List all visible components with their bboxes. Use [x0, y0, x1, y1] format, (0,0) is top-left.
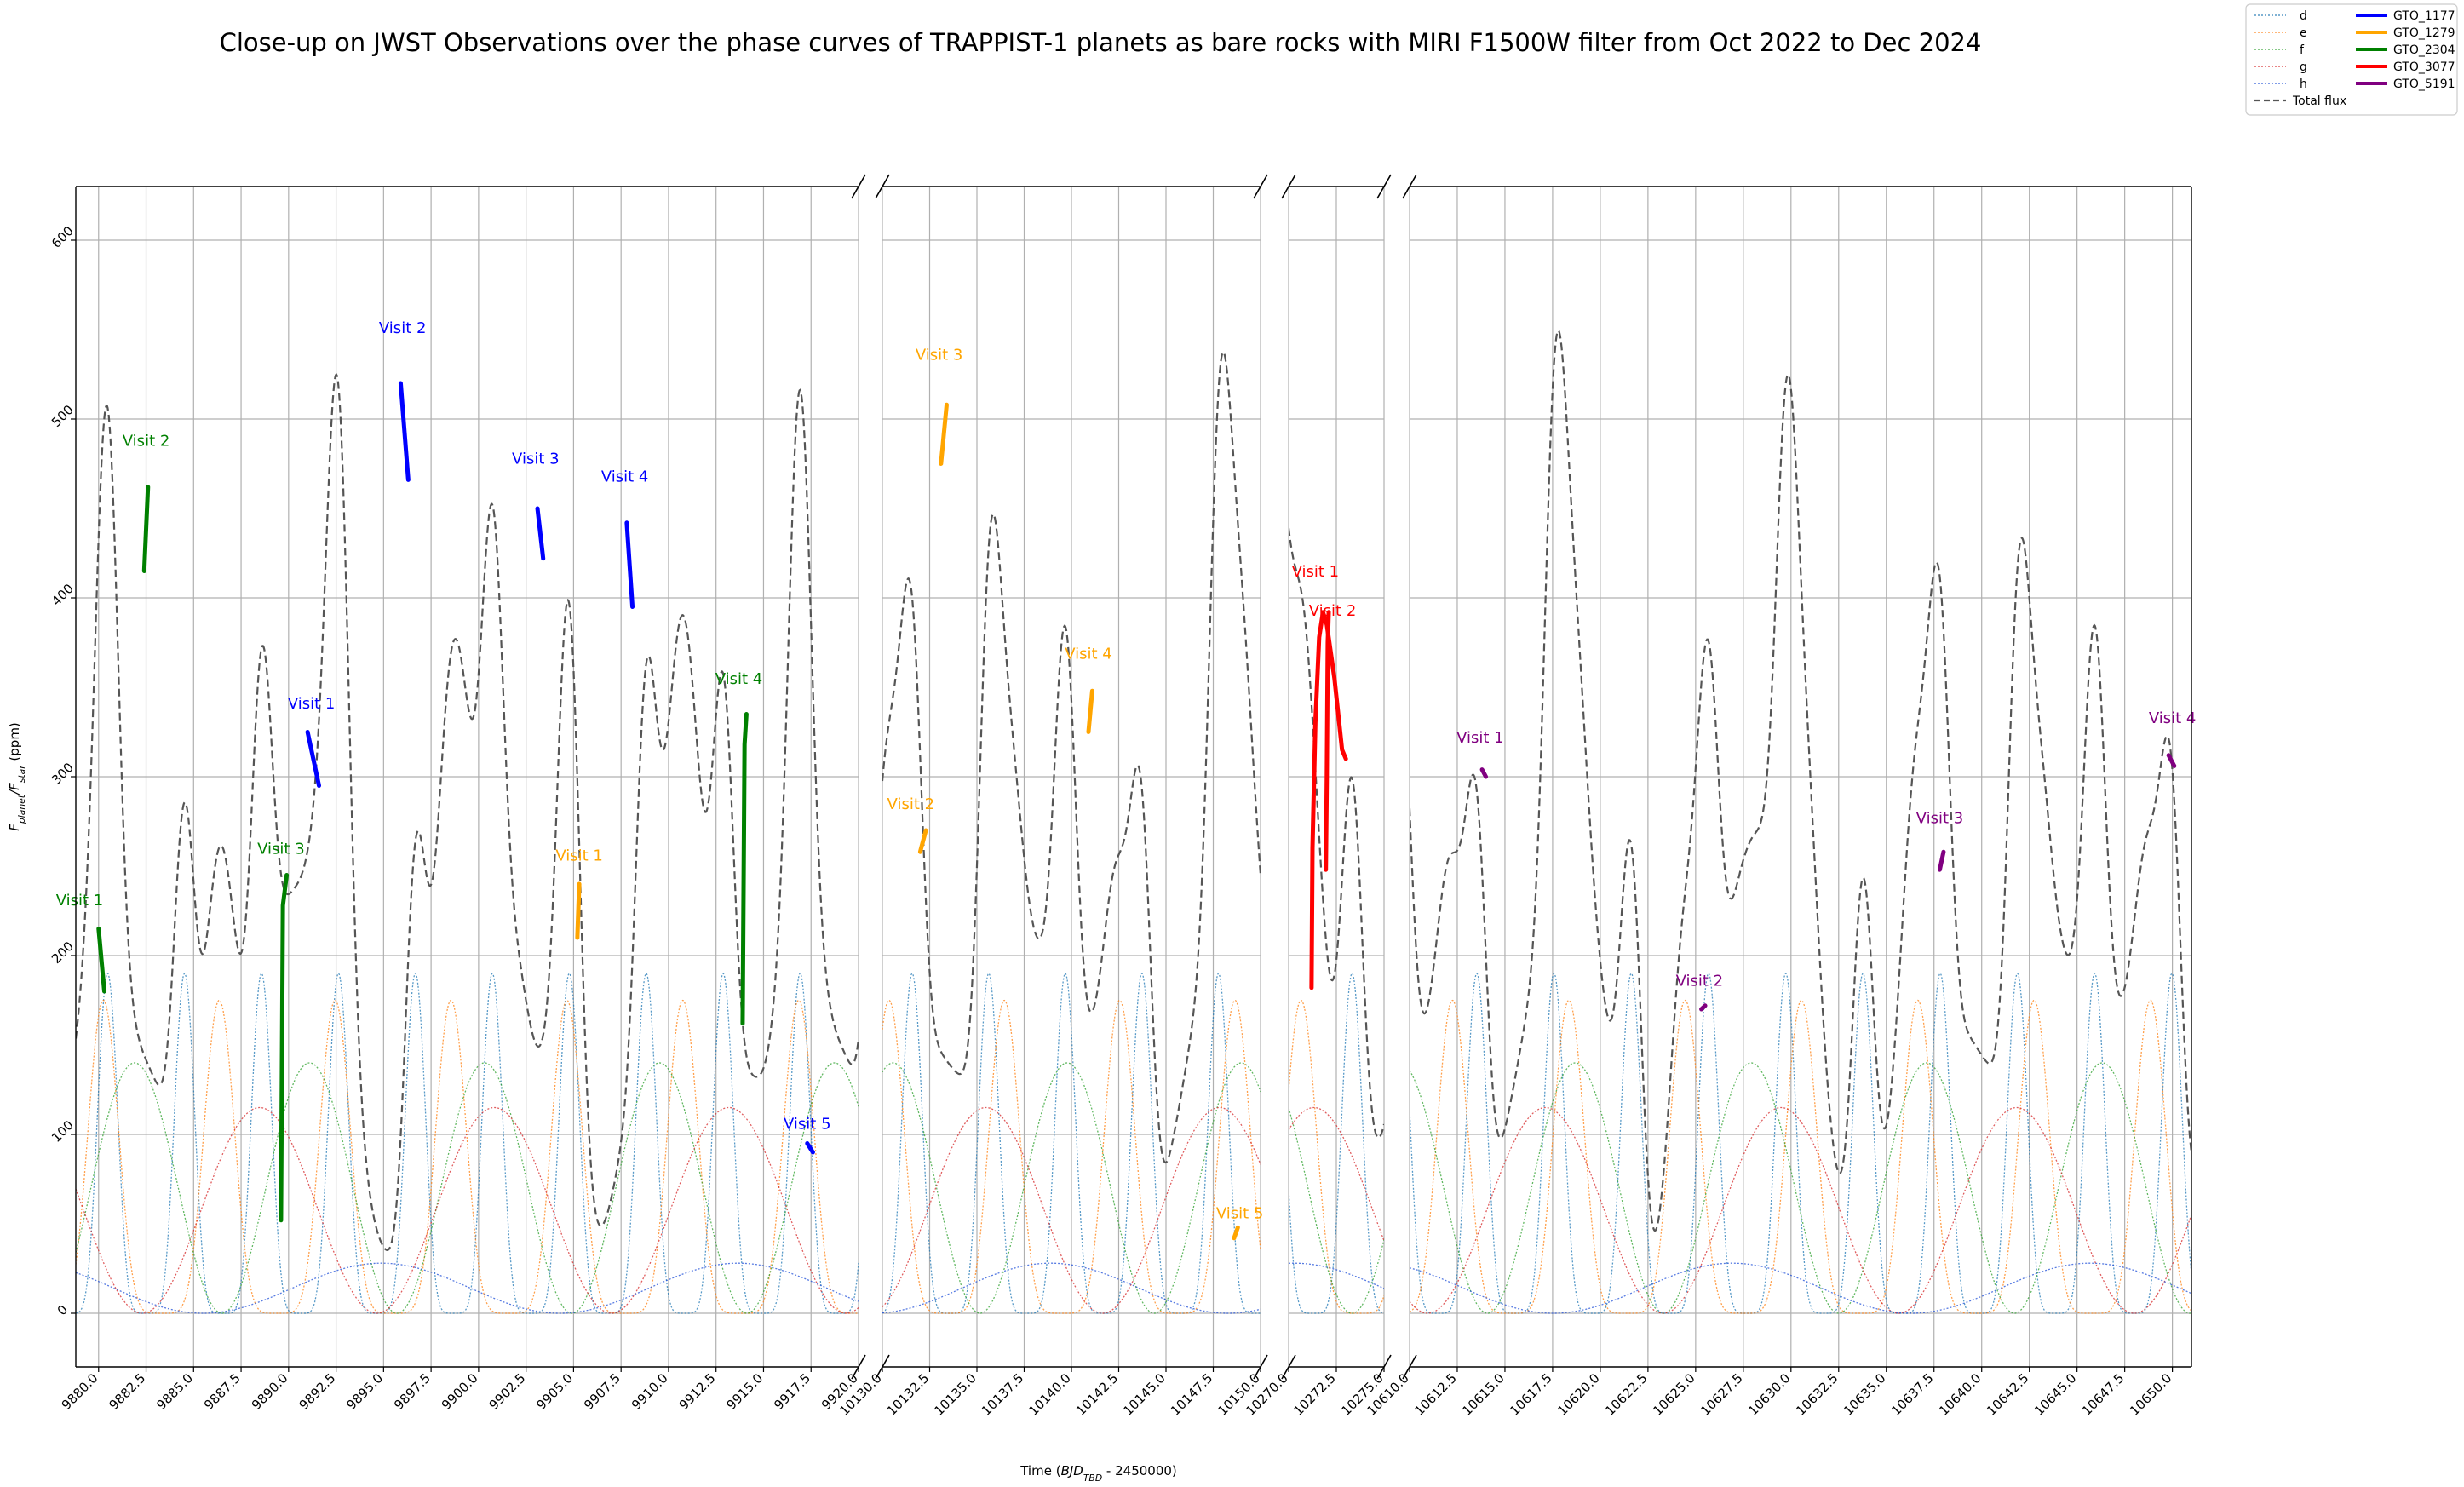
planet-f-curve: [1410, 1062, 2191, 1314]
visit-label: Visit 4: [1065, 645, 1112, 663]
total-flux-curve: [76, 373, 859, 1251]
visit-label: Visit 1: [288, 695, 336, 713]
planet-f-curve: [1289, 1107, 1384, 1314]
visit-label: Visit 1: [56, 892, 104, 910]
planet-d-curve: [1289, 973, 1384, 1314]
visit-label: Visit 5: [1216, 1205, 1264, 1223]
axis-break-mark: [851, 1354, 866, 1380]
x-axis-label-group: Time (BJDTBD​ - 2450000): [1019, 1463, 1177, 1484]
axis-break-mark: [1253, 174, 1268, 199]
planet-g-curve: [76, 1106, 859, 1314]
total-flux-curve: [1410, 329, 2191, 1232]
planet-d-curve: [1410, 973, 2191, 1314]
panel-curves: [76, 373, 859, 1314]
gto_1177-observation: [805, 1141, 815, 1155]
gto_1279-observation: [1086, 688, 1094, 734]
planet-g-curve: [1289, 1106, 1384, 1242]
legend-label-gto_1279: GTO_1279: [2393, 26, 2455, 40]
legend-label-gto_3077: GTO_3077: [2393, 60, 2455, 74]
legend-label-h: h: [2300, 78, 2307, 91]
y-axis-label: Fplanet​/Fstar​ (ppm): [7, 722, 27, 831]
legend-label-d: d: [2300, 9, 2307, 23]
axis-break-mark: [1402, 1354, 1417, 1380]
legend-label-total-flux: Total flux: [2292, 95, 2346, 108]
visit-label: Visit 1: [555, 847, 603, 865]
planet-g-curve: [1410, 1106, 2191, 1314]
visit-label: Visit 2: [1309, 602, 1357, 620]
legend-label-e: e: [2300, 26, 2307, 40]
visit-label: Visit 4: [601, 468, 649, 486]
planet-h-curve: [76, 1262, 859, 1314]
visit-label: Visit 4: [715, 670, 763, 688]
visit-label: Visit 2: [887, 795, 935, 813]
axis-break-mark: [1253, 1354, 1268, 1380]
planet-e-curve: [882, 999, 1261, 1314]
gto_2304-observation: [141, 485, 151, 573]
legend-label-gto_2304: GTO_2304: [2393, 43, 2455, 57]
axis-break-mark: [851, 174, 866, 199]
axis-break-mark: [1281, 1354, 1296, 1380]
planet-h-curve: [1410, 1262, 2191, 1314]
gto_2304-observation: [96, 927, 106, 994]
axis-break-mark: [1376, 1354, 1392, 1380]
y-axis-label-group: Fplanet​/Fstar​ (ppm): [7, 722, 27, 831]
visit-label: Visit 2: [379, 319, 427, 337]
planet-e-curve: [1410, 999, 2191, 1314]
planet-g-curve: [882, 1106, 1261, 1314]
axis-break-mark: [875, 174, 890, 199]
planet-f-curve: [76, 1062, 859, 1314]
visit-label: Visit 3: [512, 451, 560, 468]
axis-break-mark: [875, 1354, 890, 1380]
chart-title: Close-up on JWST Observations over the p…: [220, 28, 1982, 57]
visit-label: Visit 3: [916, 347, 963, 365]
panel-curves: [882, 351, 1261, 1314]
legend-frame: [2245, 3, 2458, 116]
visit-label: Visit 2: [123, 433, 170, 451]
legend-label-g: g: [2300, 60, 2307, 74]
planet-h-curve: [1289, 1262, 1384, 1289]
planet-f-curve: [882, 1062, 1261, 1314]
visit-label: Visit 5: [784, 1116, 831, 1134]
planet-e-curve: [1289, 999, 1384, 1314]
axis-break-mark: [1281, 174, 1296, 199]
planet-h-curve: [882, 1262, 1261, 1314]
panel-curves: [1410, 329, 2191, 1314]
gto_3077-observation: [1324, 610, 1331, 872]
visit-label: Visit 1: [1456, 729, 1504, 747]
panel-curves: [1289, 527, 1384, 1314]
gto_1279-observation: [1232, 1225, 1240, 1241]
planet-e-curve: [76, 999, 859, 1314]
total-flux-curve: [882, 351, 1261, 1164]
gto_3077-observation: [1309, 610, 1348, 990]
gto_1177-observation: [398, 381, 411, 482]
gto_5191-observation: [1937, 849, 1946, 872]
gto_1279-observation: [917, 828, 928, 854]
visit-label: Visit 1: [1292, 563, 1340, 581]
gto_5191-observation: [1479, 767, 1489, 779]
total-flux-curve: [1289, 527, 1384, 1140]
gto_5191-observation: [1699, 1003, 1708, 1012]
axis-break-mark: [1376, 174, 1392, 199]
visit-label: Visit 2: [1676, 973, 1724, 990]
axis-break-mark: [1402, 174, 1417, 199]
gto_1177-observation: [535, 506, 546, 561]
gto_1177-observation: [305, 730, 322, 788]
gto_1279-observation: [575, 881, 582, 940]
gto_2304-observation: [740, 712, 749, 1026]
gto_5191-observation: [2166, 753, 2177, 768]
x-axis-label: Time (BJDTBD​ - 2450000): [1019, 1463, 1177, 1484]
legend-label-gto_1177: GTO_1177: [2393, 9, 2455, 23]
visit-label: Visit 3: [257, 840, 305, 858]
legend-label-f: f: [2300, 43, 2305, 57]
visit-label: Visit 4: [2149, 709, 2197, 727]
gto_2304-observation: [279, 873, 290, 1223]
planet-d-curve: [76, 973, 859, 1314]
gto_1177-observation: [624, 520, 635, 609]
visit-label: Visit 3: [1916, 810, 1964, 828]
legend-label-gto_5191: GTO_5191: [2393, 78, 2455, 91]
gto_1279-observation: [939, 402, 949, 466]
